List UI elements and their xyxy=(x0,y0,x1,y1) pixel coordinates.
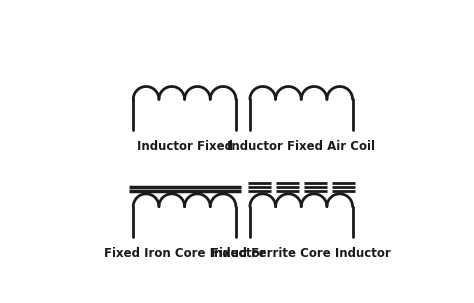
Text: Inductor Fixed Air Coil: Inductor Fixed Air Coil xyxy=(227,139,375,152)
Text: Inductor Fixed: Inductor Fixed xyxy=(137,139,233,152)
Text: Fixed Ferrite Core Inductor: Fixed Ferrite Core Inductor xyxy=(211,247,391,260)
Text: Fixed Iron Core Inductor: Fixed Iron Core Inductor xyxy=(104,247,265,260)
